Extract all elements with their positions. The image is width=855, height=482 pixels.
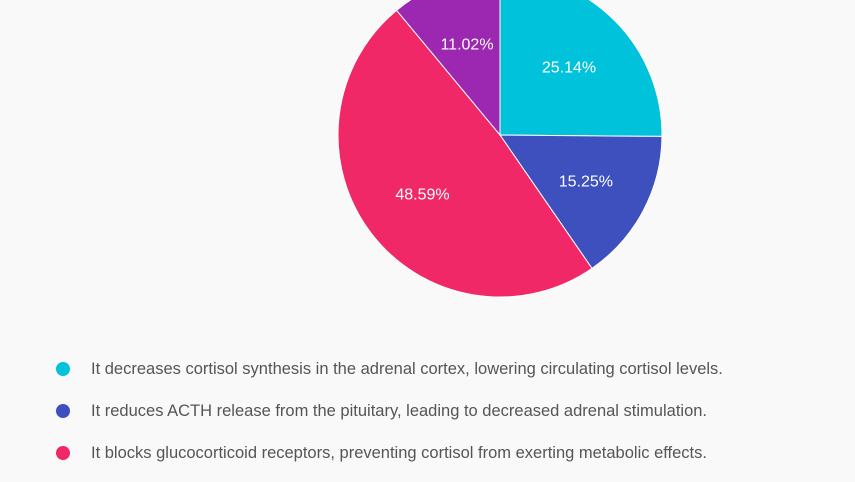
legend-label: It reduces ACTH release from the pituita…	[91, 402, 708, 420]
pie-slice[interactable]	[499, 134, 663, 270]
legend-item[interactable]: It reduces ACTH release from the pituita…	[56, 398, 723, 440]
pie-slice[interactable]	[337, 9, 593, 298]
pie-slice[interactable]	[499, 0, 663, 137]
legend: It decreases cortisol synthesis in the a…	[56, 356, 723, 482]
pie-chart: 25.14% 15.25% 48.59% 11.02%	[337, 0, 663, 298]
pie-slice[interactable]	[395, 0, 501, 137]
legend-item[interactable]: It blocks glucocorticoid receptors, prev…	[56, 440, 723, 482]
legend-dot	[56, 362, 70, 376]
slice-data-label: 11.02%	[440, 37, 493, 54]
slice-data-label: 48.59%	[395, 187, 449, 204]
slice-data-label: 25.14%	[542, 60, 596, 77]
slice-data-label: 15.25%	[559, 174, 613, 191]
legend-item[interactable]: It decreases cortisol synthesis in the a…	[56, 356, 723, 398]
legend-dot	[56, 446, 70, 460]
legend-label: It decreases cortisol synthesis in the a…	[91, 360, 723, 378]
legend-label: It blocks glucocorticoid receptors, prev…	[91, 444, 707, 462]
legend-dot	[56, 404, 70, 418]
